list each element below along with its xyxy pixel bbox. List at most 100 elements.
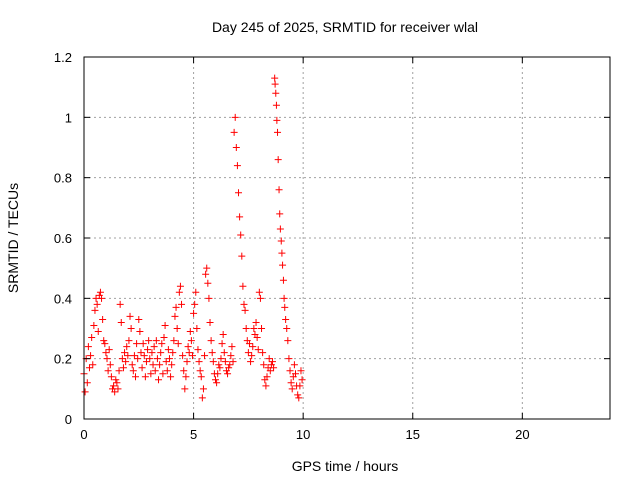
data-point: [137, 349, 145, 357]
x-tick-label: 0: [80, 427, 87, 442]
data-point: [176, 282, 184, 290]
x-tick-label: 20: [515, 427, 529, 442]
data-point: [240, 300, 248, 308]
data-point: [147, 370, 155, 378]
data-point: [107, 373, 115, 381]
y-tick-label: 0.4: [54, 291, 72, 306]
data-point: [178, 300, 186, 308]
data-point: [105, 346, 113, 354]
data-point: [219, 331, 227, 339]
y-tick-label: 0.2: [54, 352, 72, 367]
data-point: [207, 337, 215, 345]
data-point: [279, 261, 287, 269]
data-point: [156, 361, 164, 369]
data-point: [281, 303, 289, 311]
data-point: [98, 294, 106, 302]
data-point: [159, 370, 167, 378]
data-point: [132, 373, 140, 381]
data-point: [102, 349, 110, 357]
data-point: [181, 385, 189, 393]
data-point: [93, 300, 101, 308]
data-point: [271, 80, 279, 88]
data-point: [202, 270, 210, 278]
data-point: [235, 189, 243, 197]
data-point: [247, 358, 255, 366]
data-point: [252, 318, 260, 326]
data-point: [284, 337, 292, 345]
chart-title: Day 245 of 2025, SRMTID for receiver wla…: [212, 19, 478, 35]
data-point: [258, 325, 266, 332]
data-point: [270, 364, 278, 372]
data-point: [124, 352, 132, 360]
data-point: [226, 361, 234, 369]
y-tick-label: 0.6: [54, 231, 72, 246]
y-tick-label: 0: [65, 412, 72, 427]
data-point: [294, 391, 302, 399]
data-point: [126, 312, 134, 320]
data-point: [113, 379, 121, 387]
data-point: [179, 352, 187, 360]
data-point: [263, 373, 271, 381]
data-point: [171, 312, 179, 320]
data-point: [184, 343, 192, 351]
data-point: [173, 325, 181, 332]
data-point: [208, 349, 216, 357]
data-point: [170, 337, 178, 345]
data-point: [128, 361, 136, 369]
data-point: [142, 358, 150, 366]
data-point: [89, 361, 97, 369]
data-point: [254, 346, 262, 354]
data-point: [274, 128, 282, 136]
data-point: [206, 318, 214, 326]
data-point: [203, 264, 211, 272]
data-point: [101, 340, 109, 348]
data-point: [152, 337, 160, 345]
data-point: [297, 367, 305, 375]
data-point: [103, 355, 111, 363]
data-point: [213, 379, 221, 387]
data-point: [260, 361, 268, 369]
data-point: [198, 394, 206, 402]
data-point: [85, 364, 93, 372]
data-points: [80, 74, 306, 402]
data-point: [90, 321, 98, 329]
data-point: [165, 355, 173, 363]
data-point: [174, 340, 182, 348]
data-point: [192, 288, 200, 296]
data-point: [214, 370, 222, 378]
data-point: [242, 325, 250, 332]
data-point: [282, 315, 290, 323]
data-point: [231, 113, 239, 121]
data-point: [155, 376, 163, 384]
data-point: [215, 361, 223, 369]
data-point: [217, 355, 225, 363]
data-point: [262, 382, 270, 390]
data-point: [295, 394, 303, 402]
data-point: [94, 328, 102, 336]
data-point: [119, 364, 127, 372]
data-point: [110, 382, 118, 390]
data-point: [224, 370, 232, 378]
data-point: [153, 355, 161, 363]
data-point: [136, 328, 144, 336]
data-point: [272, 101, 280, 109]
data-point: [187, 337, 195, 345]
data-point: [199, 385, 207, 393]
data-point: [106, 361, 114, 369]
data-point: [280, 294, 288, 302]
y-tick-label: 0.8: [54, 171, 72, 186]
data-point: [99, 315, 107, 323]
data-point: [168, 361, 176, 369]
data-point: [191, 300, 199, 308]
data-point: [205, 294, 213, 302]
data-point: [148, 349, 156, 357]
x-tick-label: 10: [296, 427, 310, 442]
data-point: [186, 328, 194, 336]
data-point: [164, 346, 172, 354]
data-point: [275, 186, 283, 194]
data-point: [157, 349, 165, 357]
data-point: [116, 300, 124, 308]
data-point: [287, 379, 295, 387]
data-point: [127, 325, 135, 332]
